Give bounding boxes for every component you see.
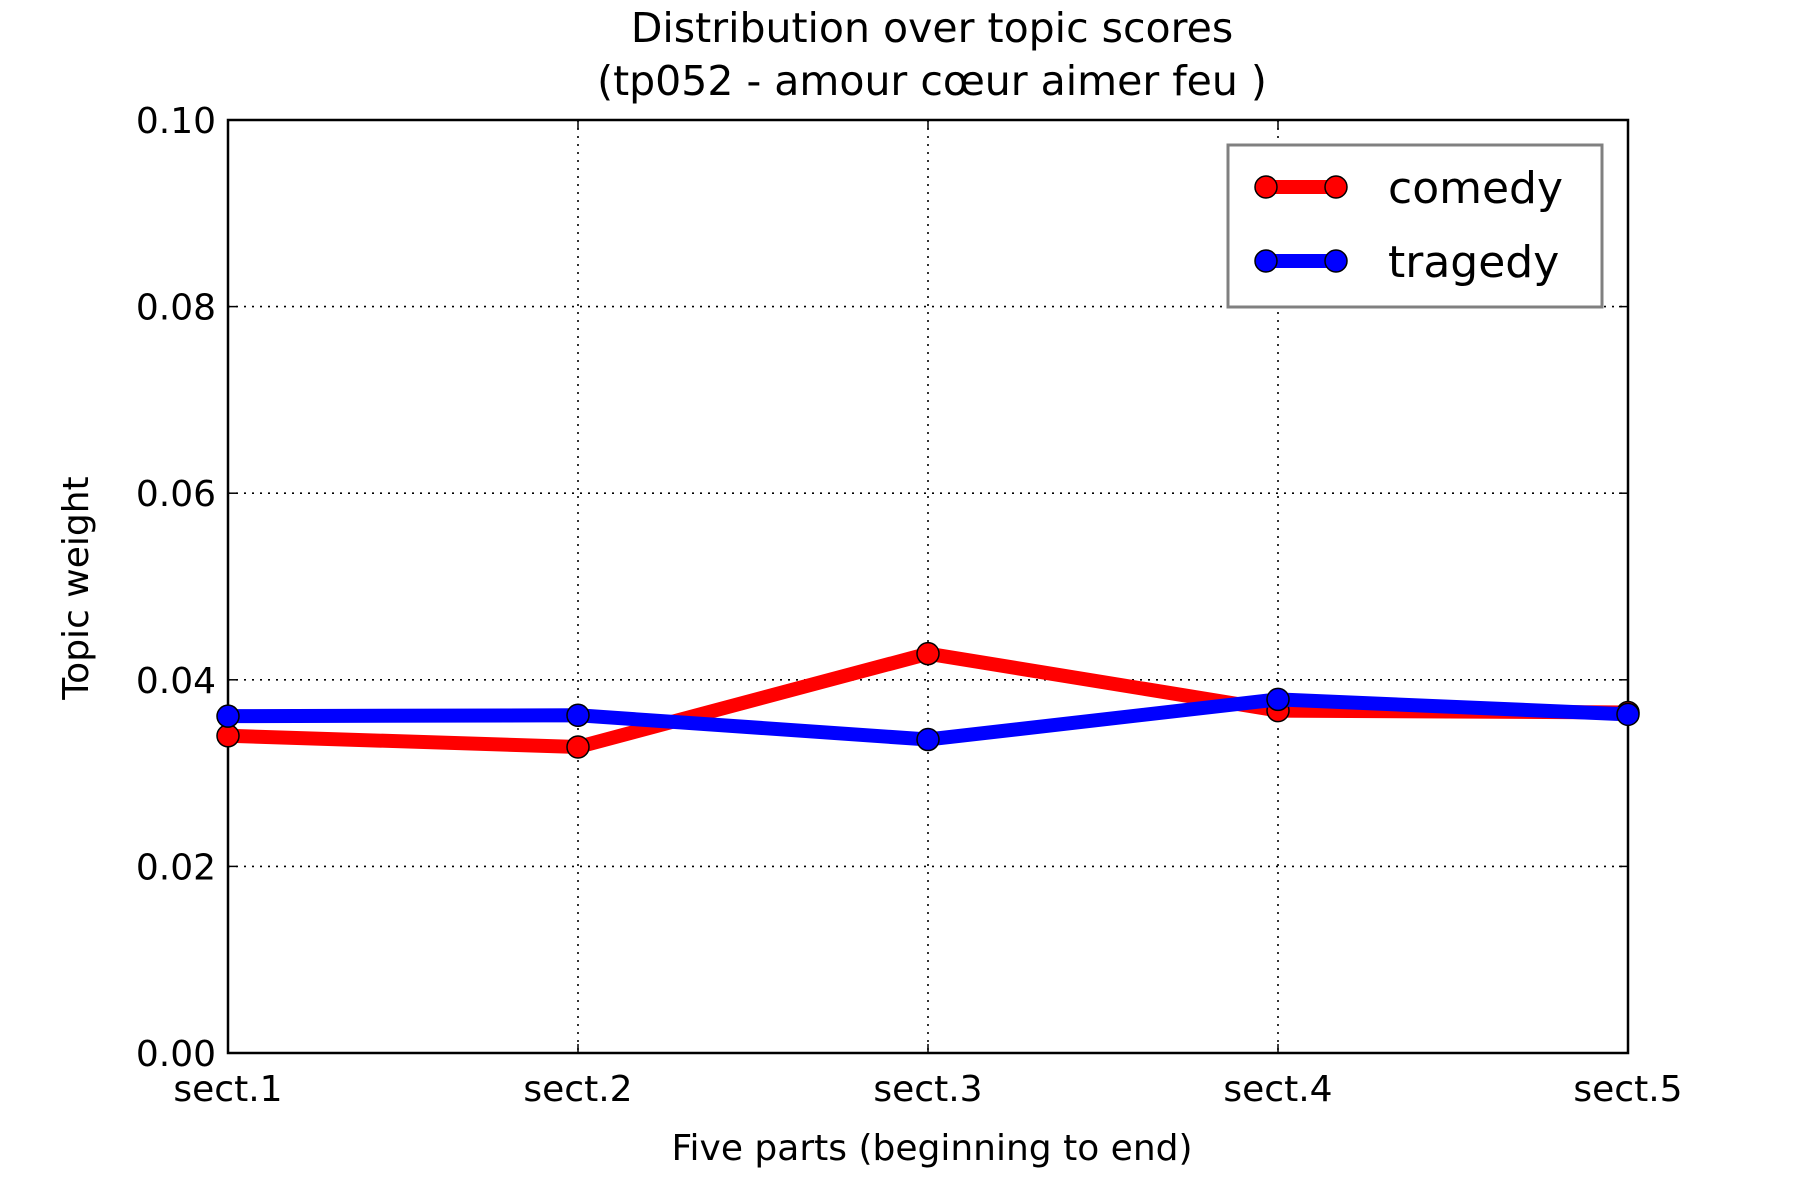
legend-item-tragedy: tragedy [1254,237,1559,288]
y-tick-label: 0.10 [136,101,216,142]
y-axis-label: Topic weight [56,476,97,700]
legend-label: tragedy [1388,237,1559,288]
x-axis-label: Five parts (beginning to end) [671,1128,1192,1169]
data-point-tragedy [916,727,940,752]
data-point-tragedy [216,704,240,728]
grid [228,120,1628,1053]
series-group [216,641,1640,759]
series-tragedy [216,687,1640,752]
legend-marker [1324,175,1348,199]
x-tick-label: sect.1 [173,1069,282,1110]
legend-marker [1254,249,1278,273]
legend-marker [1324,249,1348,273]
data-point-comedy [216,724,240,748]
x-tick-label: sect.5 [1573,1069,1682,1110]
tick-labels: sect.1 sect.2 sect.3 sect.4 sect.5 0.00 0.02 0.… [136,101,1683,1110]
axes [226,118,1630,1055]
x-tick-label: sect.2 [523,1069,632,1110]
y-tick-label: 0.04 [136,661,216,702]
data-point-comedy [566,735,590,759]
x-tick-label: sect.4 [1223,1069,1332,1110]
y-tick-label: 0.06 [136,474,216,515]
data-point-tragedy [1616,702,1640,727]
y-tick-label: 0.02 [136,847,216,888]
chart-title: Distribution over topic scores [631,4,1233,52]
legend-box [1226,143,1604,309]
data-point-tragedy [566,703,590,728]
data-point-comedy [916,641,940,666]
y-tick-label: 0.08 [136,288,216,329]
data-point-tragedy [1266,687,1290,712]
legend: comedy tragedy [1226,143,1604,309]
legend-item-comedy: comedy [1254,163,1563,214]
legend-label: comedy [1388,163,1563,214]
chart-subtitle: (tp052 - amour cœur aimer feu ) [597,57,1267,105]
y-tick-label: 0.00 [136,1034,216,1075]
x-tick-label: sect.3 [873,1069,982,1110]
legend-marker [1254,175,1278,199]
